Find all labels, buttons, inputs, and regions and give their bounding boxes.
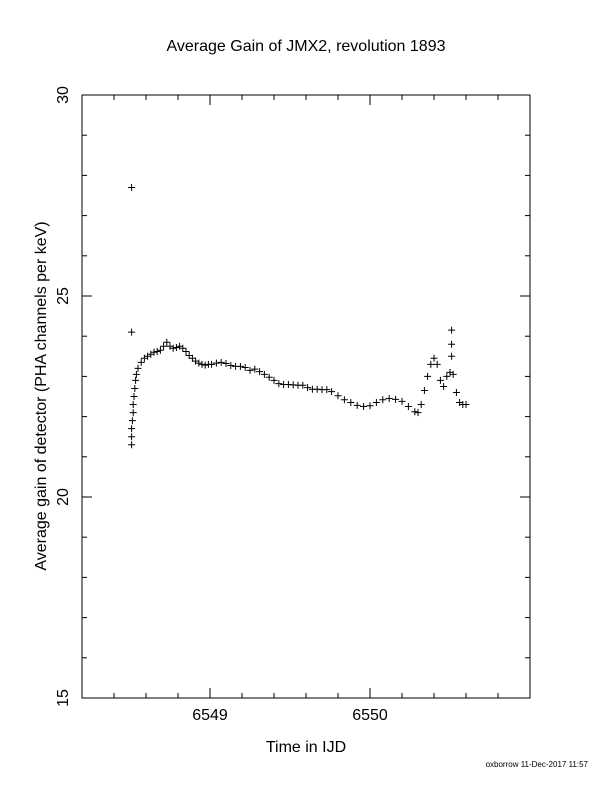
point xyxy=(448,326,456,334)
point xyxy=(236,362,244,370)
point xyxy=(379,396,387,404)
point xyxy=(436,376,444,384)
point xyxy=(128,328,136,336)
point xyxy=(256,368,264,376)
point xyxy=(153,347,161,355)
point xyxy=(227,362,235,370)
x-axis-label: Time in IJD xyxy=(266,739,346,756)
point xyxy=(212,359,220,367)
point xyxy=(201,361,209,369)
point xyxy=(208,360,216,368)
point xyxy=(260,370,268,378)
point xyxy=(452,388,460,396)
y-tick-label: 15 xyxy=(55,689,72,707)
point xyxy=(179,344,187,352)
point xyxy=(132,370,140,378)
point xyxy=(323,386,331,394)
point xyxy=(217,358,225,366)
point xyxy=(304,384,312,392)
point xyxy=(163,338,171,346)
point xyxy=(411,408,419,416)
point xyxy=(156,346,164,354)
point xyxy=(443,372,451,380)
point xyxy=(128,433,136,441)
point xyxy=(448,340,456,348)
point xyxy=(160,342,168,350)
point xyxy=(128,425,136,433)
point xyxy=(128,183,136,191)
point xyxy=(462,401,470,409)
point xyxy=(275,380,283,388)
point xyxy=(424,372,432,380)
y-tick-label: 25 xyxy=(55,287,72,305)
point xyxy=(372,399,380,407)
point xyxy=(448,352,456,360)
point xyxy=(334,392,342,400)
point xyxy=(414,409,422,417)
point xyxy=(420,386,428,394)
point xyxy=(134,364,142,372)
point xyxy=(150,348,158,356)
point xyxy=(222,360,230,368)
point xyxy=(404,403,412,411)
point xyxy=(132,376,140,384)
point xyxy=(360,403,368,411)
point xyxy=(182,347,190,355)
point xyxy=(340,396,348,404)
point xyxy=(130,393,138,400)
point xyxy=(137,358,145,366)
point xyxy=(128,417,136,425)
point xyxy=(449,370,457,378)
point xyxy=(398,397,406,405)
point xyxy=(427,360,435,368)
chart-title: Average Gain of JMX2, revolution 1893 xyxy=(167,38,446,55)
point xyxy=(347,399,355,407)
point xyxy=(353,401,361,409)
point xyxy=(198,360,206,368)
footnote: oxborrow 11-Dec-2017 11:57 xyxy=(486,760,589,769)
y-tick-label: 20 xyxy=(55,488,72,506)
point xyxy=(172,343,180,351)
point xyxy=(241,364,249,372)
y-axis-label: Average gain of detector (PHA channels p… xyxy=(33,221,50,570)
point xyxy=(385,395,393,403)
point xyxy=(246,366,254,374)
point xyxy=(366,402,374,410)
x-tick-label: 6550 xyxy=(352,707,388,724)
x-tick-label: 6549 xyxy=(192,707,228,724)
point xyxy=(251,365,259,373)
point xyxy=(270,376,278,384)
point xyxy=(128,441,136,449)
point xyxy=(328,388,336,396)
point xyxy=(299,381,307,389)
y-tick-label: 30 xyxy=(55,86,72,104)
point xyxy=(265,373,273,381)
point xyxy=(169,344,177,352)
plot-frame xyxy=(81,94,531,699)
point xyxy=(129,401,137,409)
point xyxy=(129,409,137,417)
point xyxy=(430,354,438,362)
point xyxy=(440,382,448,390)
point xyxy=(131,384,139,392)
point xyxy=(417,401,425,409)
point xyxy=(433,360,441,368)
point xyxy=(195,359,203,367)
point xyxy=(392,395,400,403)
